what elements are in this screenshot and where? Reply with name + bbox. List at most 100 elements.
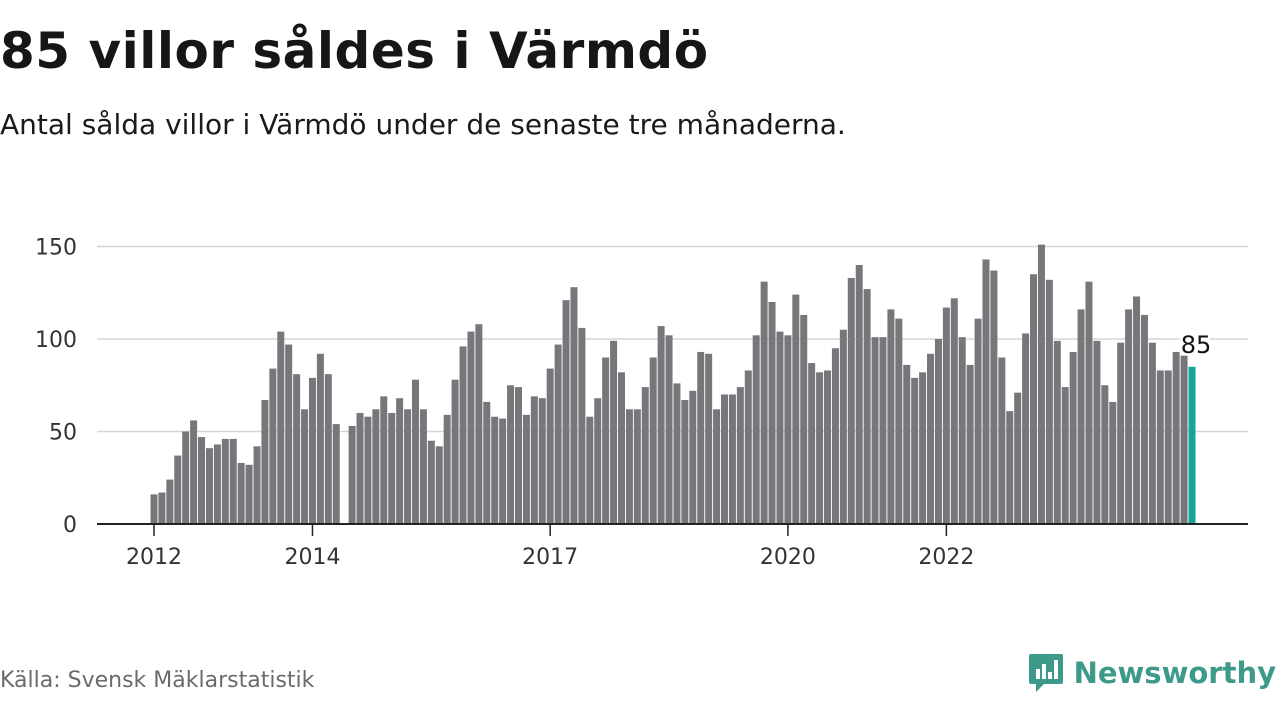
- bar: [562, 300, 570, 524]
- bar: [174, 455, 182, 524]
- bar: [1045, 279, 1053, 524]
- bar: [1164, 370, 1172, 524]
- bar: [277, 331, 285, 524]
- bar: [158, 492, 166, 524]
- bar: [966, 364, 974, 524]
- bar: [380, 396, 388, 524]
- bar: [697, 351, 705, 524]
- bar: [372, 409, 380, 524]
- bar: [752, 335, 760, 524]
- bar: [1069, 351, 1077, 524]
- bar: [681, 400, 689, 524]
- bar: [546, 368, 554, 524]
- bar: [673, 383, 681, 524]
- bar: [903, 364, 911, 524]
- bar: [332, 424, 340, 524]
- bar: [491, 416, 499, 524]
- bar: [990, 270, 998, 524]
- bar: [586, 416, 594, 524]
- bar: [1180, 355, 1188, 524]
- bar: [205, 448, 213, 524]
- bar: [538, 398, 546, 524]
- x-tick-label: 2022: [918, 545, 974, 570]
- bar: [182, 431, 190, 524]
- bar: [744, 370, 752, 524]
- brand-logo: Newsworthy: [1028, 652, 1276, 694]
- bar: [855, 265, 863, 524]
- bar-highlight: [1188, 366, 1196, 524]
- bar: [974, 318, 982, 524]
- bar: [522, 414, 530, 524]
- bar: [411, 379, 419, 524]
- bar: [958, 337, 966, 524]
- bar: [1133, 296, 1141, 524]
- bar: [942, 307, 950, 524]
- bar: [404, 409, 412, 524]
- bar: [213, 444, 221, 524]
- bar: [831, 348, 839, 524]
- bar: [950, 298, 958, 524]
- bar: [435, 446, 443, 524]
- bar: [483, 401, 491, 524]
- bar: [419, 409, 427, 524]
- bar: [736, 387, 744, 524]
- bar-chart-speech-bubble-icon: [1028, 654, 1063, 692]
- bar: [150, 494, 158, 524]
- bars: [150, 244, 1196, 524]
- bar: [863, 289, 871, 524]
- bar: [578, 327, 586, 524]
- bar: [348, 425, 356, 524]
- bar: [1053, 340, 1061, 524]
- bar: [657, 326, 665, 524]
- bar: [895, 318, 903, 524]
- bar: [792, 294, 800, 524]
- bar: [871, 337, 879, 524]
- y-tick-label: 100: [35, 328, 77, 353]
- labels: 0 50 100 150 2012 2014 2017 2020 2022 85: [35, 236, 1214, 571]
- x-tick-label: 2020: [760, 545, 816, 570]
- bar: [839, 329, 847, 524]
- bar: [285, 344, 293, 524]
- bar: [364, 416, 372, 524]
- y-tick-label: 50: [49, 421, 77, 446]
- bar: [507, 385, 515, 524]
- bar: [847, 277, 855, 524]
- bar: [816, 372, 824, 524]
- bar: [1030, 274, 1038, 524]
- bar: [1101, 385, 1109, 524]
- bar: [261, 400, 269, 524]
- bar: [269, 368, 277, 524]
- bar: [308, 377, 316, 524]
- bar: [198, 437, 206, 524]
- bar: [1125, 309, 1133, 524]
- bar: [356, 413, 364, 524]
- bar: [293, 374, 301, 524]
- bar: [1156, 370, 1164, 524]
- bar: [625, 409, 633, 524]
- bar: [602, 357, 610, 524]
- bar: [641, 387, 649, 524]
- bar: [633, 409, 641, 524]
- bar: [475, 324, 483, 524]
- highlight-value-label: 85: [1181, 331, 1212, 359]
- bar: [396, 398, 404, 524]
- bar: [879, 337, 887, 524]
- bar: [776, 331, 784, 524]
- bar: [998, 357, 1006, 524]
- bar: [705, 353, 713, 524]
- bar: [1109, 401, 1117, 524]
- bar: [1061, 387, 1069, 524]
- bar: [649, 357, 657, 524]
- bar: [1148, 342, 1156, 524]
- bar: [427, 440, 435, 524]
- source-note: Källa: Svensk Mäklarstatistik: [0, 668, 315, 693]
- bar: [1093, 340, 1101, 524]
- bar: [467, 331, 475, 524]
- bar: [459, 346, 467, 524]
- bar: [190, 420, 198, 524]
- bar: [982, 259, 990, 524]
- bar: [253, 446, 261, 524]
- x-tick-label: 2017: [522, 545, 578, 570]
- bar: [728, 394, 736, 524]
- bar: [499, 418, 507, 524]
